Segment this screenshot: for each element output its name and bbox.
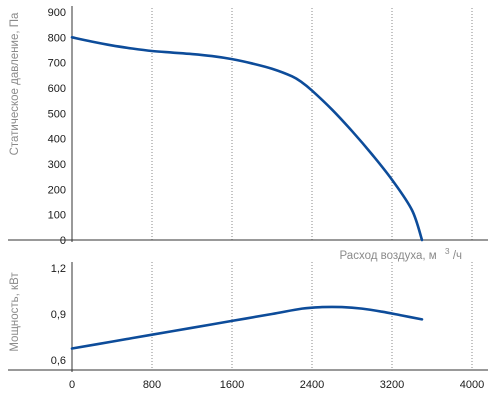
airflow-x-axis-label: Расход воздуха, м 3 /ч bbox=[340, 245, 462, 262]
pressure-y-tick-label: 500 bbox=[48, 108, 66, 120]
airflow-x-axis-label-exponent: 3 bbox=[445, 246, 450, 256]
x-tick-labels: 0 800 1600 2400 3200 4000 bbox=[69, 379, 484, 391]
pressure-y-axis-label: Статическое давление, Па bbox=[9, 12, 21, 155]
pressure-y-tick-label: 100 bbox=[48, 210, 66, 222]
pressure-y-tick-label: 300 bbox=[48, 159, 66, 171]
power-gridlines bbox=[151, 262, 473, 370]
pressure-curve bbox=[70, 36, 424, 242]
power-y-tick-labels: 0,6 0,9 1,2 bbox=[51, 263, 66, 367]
power-y-tick-label: 1,2 bbox=[51, 263, 66, 275]
power-curve bbox=[70, 305, 424, 350]
power-chart-panel: 0,6 0,9 1,2 0 800 1600 2400 3200 4000 Мощность,… bbox=[8, 262, 488, 391]
airflow-x-axis-label-unit: /ч bbox=[453, 250, 462, 262]
power-y-tick-label: 0,9 bbox=[51, 309, 66, 321]
pressure-y-tick-label: 900 bbox=[48, 7, 66, 19]
pressure-y-tick-label: 200 bbox=[48, 184, 66, 196]
x-tick-label: 2400 bbox=[300, 379, 324, 391]
power-y-tick-label: 0,6 bbox=[51, 355, 66, 367]
pressure-y-tick-label: 400 bbox=[48, 134, 66, 146]
x-tick-label: 800 bbox=[143, 379, 161, 391]
x-tick-label: 1600 bbox=[220, 379, 244, 391]
pressure-gridlines bbox=[151, 8, 473, 240]
power-y-axis-label: Мощность, кВт bbox=[9, 272, 21, 352]
pressure-y-tick-label: 700 bbox=[48, 58, 66, 70]
x-tick-label: 0 bbox=[69, 379, 75, 391]
x-tick-label: 4000 bbox=[460, 379, 484, 391]
pressure-y-tick-label: 800 bbox=[48, 32, 66, 44]
pressure-y-tick-label: 0 bbox=[60, 235, 66, 247]
airflow-x-axis-label-main: Расход воздуха, м bbox=[340, 250, 437, 262]
pressure-y-tick-labels: 0 100 200 300 400 500 600 700 800 900 bbox=[48, 7, 66, 247]
pressure-y-tick-label: 600 bbox=[48, 83, 66, 95]
x-tick-label: 3200 bbox=[380, 379, 404, 391]
pressure-chart-panel: 0 100 200 300 400 500 600 700 800 900 Статическое… bbox=[8, 6, 488, 262]
